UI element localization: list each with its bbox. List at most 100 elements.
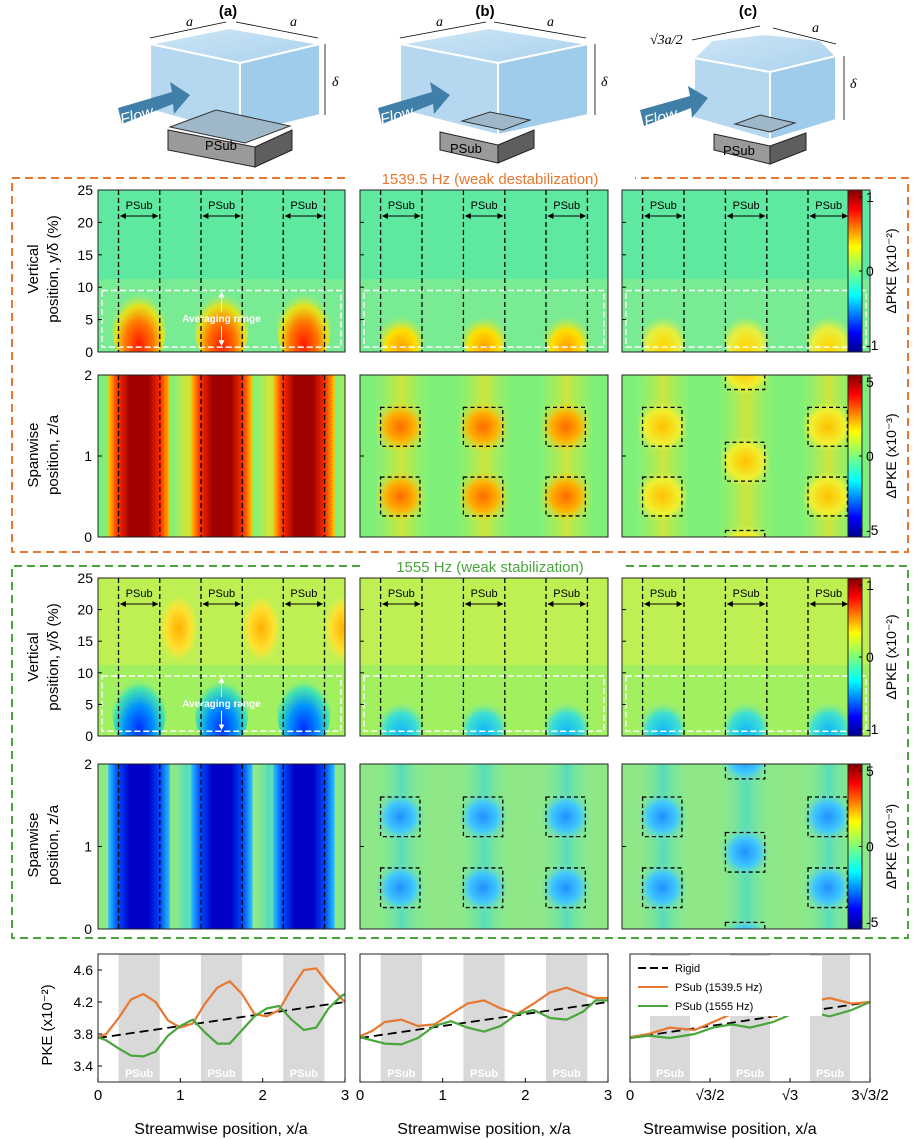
x-axis-label-a: Streamwise position, x/a xyxy=(134,1121,308,1138)
psub-square xyxy=(724,831,766,873)
dim-delta-label-c: δ xyxy=(850,77,857,92)
heatmap-frame xyxy=(359,763,609,930)
psub-square-fill xyxy=(721,918,769,929)
psub-square-fill xyxy=(804,793,852,841)
y-tick-label: 2 xyxy=(84,756,92,772)
psub-square-fill xyxy=(376,793,424,841)
x-tick-label: 3 xyxy=(341,1087,349,1104)
averaging-range-label: Averaging range xyxy=(182,699,261,710)
psub-square xyxy=(379,476,421,517)
pke-axis-label: PKE (x10⁻²) xyxy=(39,984,56,1065)
x-tick-label: √3/2 xyxy=(695,1087,724,1104)
psub-band-label: PSub xyxy=(816,1068,844,1080)
dim-a-label-2: a xyxy=(290,15,297,30)
spanwise-label-line1-bottom: Spanwise xyxy=(25,812,42,877)
colorbar-tick-label: 0 xyxy=(866,649,874,665)
psub-square-fill xyxy=(459,863,507,912)
psub-square xyxy=(807,476,848,517)
heatmap-c-r1: PSub PSub PSub xyxy=(621,189,871,353)
response-blob xyxy=(461,310,507,352)
pke-chart-b: PSub PSub PSub 0 1 2 3 xyxy=(356,953,612,1104)
psub-square xyxy=(641,406,683,447)
colorbar-tick-label: 0 xyxy=(866,448,874,464)
psub-band-label: PSub xyxy=(656,1068,684,1080)
heatmap-frame xyxy=(621,763,871,930)
psub-square xyxy=(807,796,848,838)
psub-square-fill xyxy=(721,438,769,486)
vertical-label-line1-top: Vertical xyxy=(25,244,42,293)
y-tick-label: 0 xyxy=(85,344,93,360)
x-tick-label: √3 xyxy=(782,1087,799,1104)
colorbar-tick-label: -5 xyxy=(866,522,879,538)
upper-blob xyxy=(160,596,198,661)
psub-square xyxy=(724,764,766,780)
psub-square xyxy=(545,796,586,838)
colorbar-r1: 1 0 -1 ΔPKE (x10⁻²) xyxy=(847,189,899,353)
spanwise-strip xyxy=(272,375,335,537)
heatmap-b-r3: PSub PSub PSub xyxy=(359,577,609,737)
psub-square xyxy=(379,406,421,447)
response-blob xyxy=(194,670,249,736)
schematic-a: PSub Flow a a δ xyxy=(118,15,339,168)
y-tick-label: 5 xyxy=(85,312,93,328)
x-tick-label: 3√3/2 xyxy=(851,1087,888,1104)
y-tick-label: 0 xyxy=(84,529,92,545)
colorbar-tick-label: -5 xyxy=(866,914,879,930)
dim-a-label-4: a xyxy=(547,15,554,30)
response-blob xyxy=(543,695,590,736)
averaging-range-box xyxy=(101,289,342,348)
psub-square-fill xyxy=(459,473,507,520)
colorbar-r3: 1 0 -1 ΔPKE (x10⁻²) xyxy=(847,577,899,737)
dim-sqrt3a2-label: √3a/2 xyxy=(650,33,683,48)
psub-square-fill xyxy=(638,793,686,841)
psub-band-label: PSub xyxy=(470,1068,498,1080)
psub-square-fill xyxy=(804,863,852,912)
x-tick-label: 1 xyxy=(176,1087,184,1104)
spanwise-strip xyxy=(108,764,171,929)
response-blob xyxy=(723,695,769,736)
vertical-label-line1-bottom: Vertical xyxy=(25,632,42,681)
heatmap-c-r4 xyxy=(621,763,871,930)
panel-label-c: (c) xyxy=(739,3,757,20)
series-psub-1539-5-hz- xyxy=(359,986,608,1038)
psub-square-fill xyxy=(376,863,424,912)
pke-chart-a: PSub PSub PSub 4.6 4.2 3.8 3.40 1 2 3 xyxy=(74,953,349,1104)
psub-square xyxy=(462,796,504,838)
psub-tag: PSub xyxy=(126,588,153,600)
psub-square xyxy=(724,441,766,482)
psub-square xyxy=(462,476,504,517)
response-blob xyxy=(723,310,769,352)
y-tick-label: 1 xyxy=(84,448,92,464)
psub-square-fill xyxy=(376,403,424,451)
averaging-range-box xyxy=(363,289,605,348)
response-blob xyxy=(543,310,590,352)
psub-square xyxy=(545,476,586,517)
upper-blob xyxy=(242,596,280,661)
x-tick-label: 0 xyxy=(94,1087,102,1104)
spanwise-label-line1-top: Spanwise xyxy=(25,422,42,487)
psub-square-fill xyxy=(721,828,769,877)
x-axis-label-b: Streamwise position, x/a xyxy=(397,1121,571,1138)
psub-square-fill xyxy=(638,863,686,912)
y-tick-label: 2 xyxy=(84,367,92,383)
averaging-range-box xyxy=(363,675,605,733)
heatmap-b-r2 xyxy=(359,374,609,538)
colorbar-label: ΔPKE (x10⁻²) xyxy=(883,614,899,699)
psub-square-fill xyxy=(721,526,769,537)
psub-tag: PSub xyxy=(471,588,498,600)
psub-band-label: PSub xyxy=(290,1068,318,1080)
y-tick-label: 5 xyxy=(85,696,93,712)
panel-label-a: (a) xyxy=(219,3,237,20)
pke-chart-c: PSub PSub PSub 0 √3/2 √3 3√3/2 Rigid PSub (1539.… xyxy=(626,953,889,1104)
y-tick-label: 15 xyxy=(77,247,93,263)
y-tick-label: 15 xyxy=(77,633,93,649)
heatmap-frame xyxy=(621,577,871,737)
y-axis-titles: Vertical position, y/δ (%) Spanwise posi… xyxy=(25,215,62,1065)
colorbar-r4: 5 0 -5 ΔPKE (x10⁻³) xyxy=(847,763,899,930)
response-blob xyxy=(194,284,249,352)
psub-square-fill xyxy=(804,473,852,520)
y-tick-label: 3.4 xyxy=(74,1058,94,1074)
schematic-c: PSub Flow √3a/2 a δ xyxy=(640,21,857,165)
chart-frame xyxy=(359,953,609,1083)
